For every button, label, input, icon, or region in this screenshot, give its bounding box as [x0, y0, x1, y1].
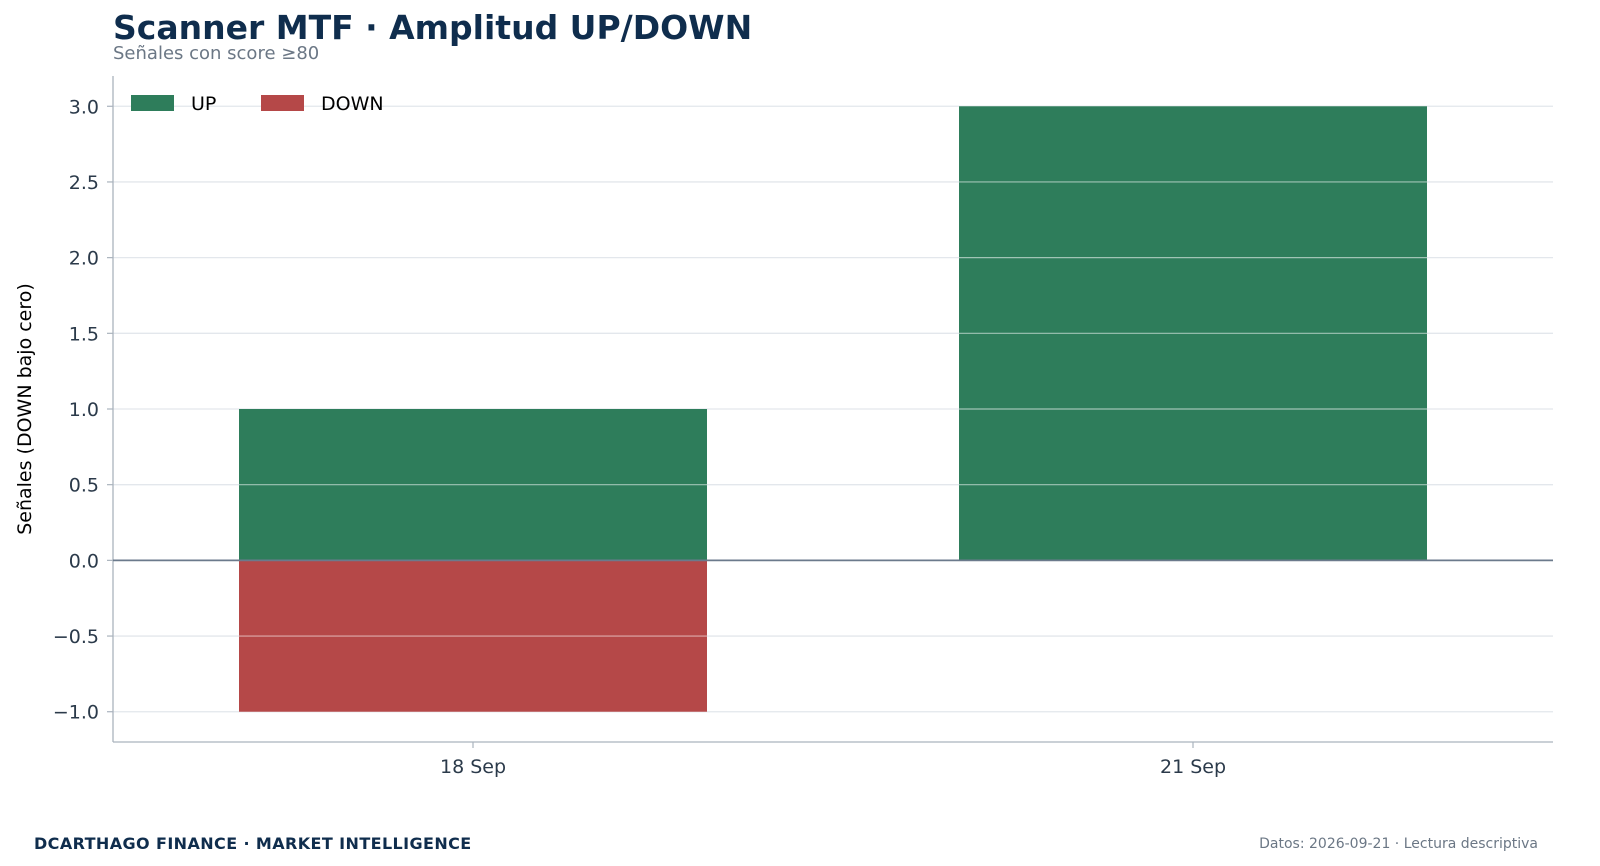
legend: UP DOWN [131, 93, 384, 115]
y-tick-label: −1.0 [53, 702, 99, 724]
y-tick-label: 1.0 [69, 399, 99, 421]
bars [239, 106, 1427, 712]
legend-swatch-up [131, 95, 174, 111]
footer-note: Datos: 2026-09-21 · Lectura descriptiva [1259, 836, 1538, 852]
legend-label-down: DOWN [321, 93, 384, 115]
x-tick-label: 18 Sep [440, 756, 506, 778]
x-axis-ticks: 18 Sep 21 Sep [440, 742, 1226, 778]
y-tick-label: 2.5 [69, 172, 99, 194]
legend-label-up: UP [191, 93, 216, 115]
y-axis-ticks: −1.0 −0.5 0.0 0.5 1.0 1.5 2.0 2.5 3.0 [53, 96, 113, 724]
y-tick-label: 0.0 [69, 550, 99, 572]
y-tick-label: −0.5 [53, 626, 99, 648]
chart-title: Scanner MTF · Amplitud UP/DOWN [113, 8, 753, 47]
x-tick-label: 21 Sep [1160, 756, 1226, 778]
y-tick-label: 1.5 [69, 323, 99, 345]
footer-brand: DCARTHAGO FINANCE · MARKET INTELLIGENCE [34, 834, 472, 853]
y-tick-label: 0.5 [69, 475, 99, 497]
legend-swatch-down [261, 95, 304, 111]
y-tick-label: 3.0 [69, 96, 99, 118]
y-axis-label: Señales (DOWN bajo cero) [14, 283, 36, 535]
chart-subtitle: Señales con score ≥80 [113, 43, 320, 64]
y-tick-label: 2.0 [69, 248, 99, 270]
